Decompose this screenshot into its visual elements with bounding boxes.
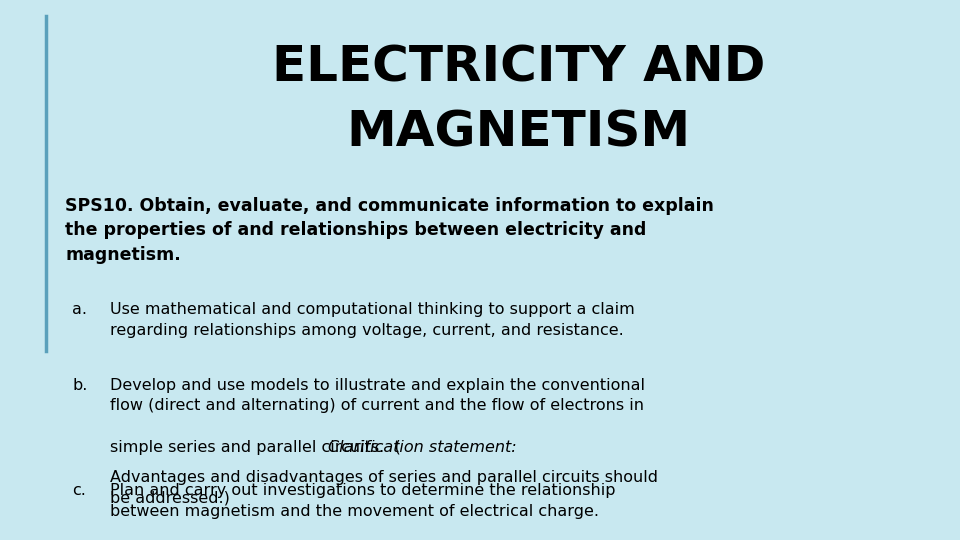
Text: Use mathematical and computational thinking to support a claim
regarding relatio: Use mathematical and computational think…: [110, 302, 636, 338]
Text: Plan and carry out investigations to determine the relationship
between magnetis: Plan and carry out investigations to det…: [110, 483, 616, 519]
Text: MAGNETISM: MAGNETISM: [347, 109, 690, 156]
Text: c.: c.: [72, 483, 85, 498]
Text: b.: b.: [72, 378, 87, 393]
Text: SPS10. Obtain, evaluate, and communicate information to explain
the properties o: SPS10. Obtain, evaluate, and communicate…: [65, 197, 714, 264]
Text: Clarification statement:: Clarification statement:: [327, 440, 516, 455]
Text: Develop and use models to illustrate and explain the conventional
flow (direct a: Develop and use models to illustrate and…: [110, 378, 645, 414]
Text: ELECTRICITY AND: ELECTRICITY AND: [272, 44, 765, 91]
Text: Advantages and disadvantages of series and parallel circuits should
be addressed: Advantages and disadvantages of series a…: [110, 470, 659, 506]
Text: simple series and parallel circuits.  (: simple series and parallel circuits. (: [110, 440, 401, 455]
Text: a.: a.: [72, 302, 87, 318]
